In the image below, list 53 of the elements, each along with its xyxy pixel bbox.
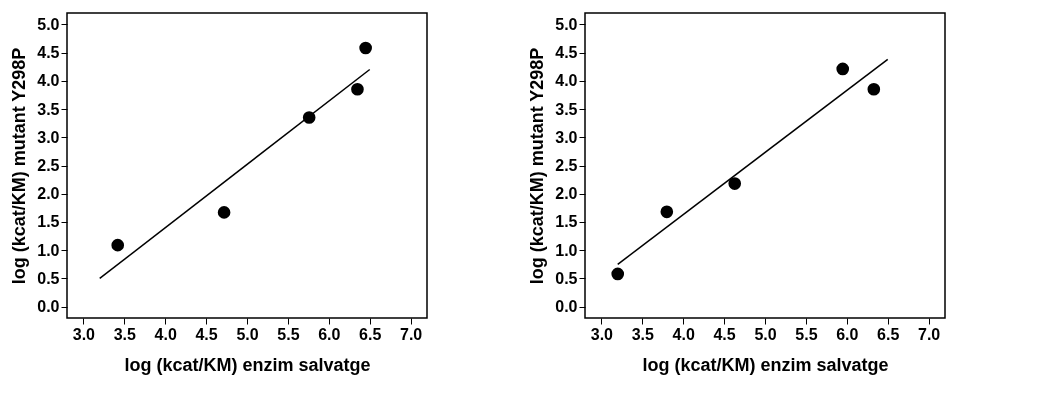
y-axis-title: log (kcat/KM) mutant Y298P bbox=[9, 47, 30, 285]
y-tick-label: 1.5 bbox=[37, 213, 60, 231]
y-tick-label: 3.0 bbox=[37, 128, 60, 146]
y-tick-label: 4.0 bbox=[37, 72, 60, 90]
x-tick-label: 5.0 bbox=[754, 325, 777, 343]
y-tick-label: 2.0 bbox=[37, 185, 60, 203]
y-tick-label: 2.5 bbox=[37, 157, 60, 174]
y-tick-label: 5.0 bbox=[555, 15, 578, 33]
x-tick-label: 3.0 bbox=[590, 325, 614, 343]
point bbox=[111, 238, 125, 252]
y-tick-label: 5.0 bbox=[37, 15, 60, 33]
y-tick-label: 3.5 bbox=[555, 100, 578, 118]
y-tick-label: 4.5 bbox=[555, 44, 578, 62]
point bbox=[359, 41, 372, 55]
x-tick-label: 4.5 bbox=[195, 325, 218, 343]
point bbox=[867, 82, 881, 96]
y-tick-label: 2.0 bbox=[555, 185, 578, 203]
x-tick-label: 7.0 bbox=[918, 325, 941, 343]
x-tick-label: 6.0 bbox=[836, 325, 859, 343]
point bbox=[611, 267, 625, 281]
x-tick-label: 6.5 bbox=[359, 325, 382, 343]
point bbox=[728, 177, 742, 190]
point bbox=[836, 62, 850, 76]
x-tick-label: 3.5 bbox=[631, 325, 654, 343]
y-tick-label: 1.0 bbox=[555, 241, 578, 259]
y-tick-label: 1.0 bbox=[37, 241, 60, 259]
x-tick-label: 3.5 bbox=[113, 325, 136, 343]
x-tick-label: 7.0 bbox=[400, 325, 423, 343]
x-tick-label: 5.5 bbox=[277, 325, 300, 343]
x-tick-label: 5.5 bbox=[795, 325, 818, 343]
point bbox=[351, 82, 364, 96]
y-tick-label: 3.5 bbox=[37, 100, 60, 118]
y-tick-label: 1.5 bbox=[555, 213, 578, 231]
x-tick-label: 4.5 bbox=[713, 325, 736, 343]
point bbox=[217, 206, 231, 219]
point bbox=[660, 205, 674, 219]
y-axis-title: log (kcat/KM) mutant Y298P bbox=[527, 47, 548, 285]
x-tick-label: 5.0 bbox=[236, 325, 259, 343]
y-tick-label: 0.0 bbox=[37, 298, 60, 316]
y-tick-label: 3.0 bbox=[555, 128, 578, 146]
x-tick-label: 4.0 bbox=[154, 325, 177, 343]
y-tick-label: 4.5 bbox=[37, 44, 60, 62]
x-tick-label: 6.0 bbox=[318, 325, 341, 343]
x-axis-title: log (kcat/KM) enzim salvatge bbox=[642, 354, 889, 375]
x-axis-title: log (kcat/KM) enzim salvatge bbox=[124, 354, 371, 375]
y-tick-label: 0.5 bbox=[555, 269, 578, 287]
y-tick-label: 0.0 bbox=[555, 298, 578, 316]
x-tick-label: 3.0 bbox=[72, 325, 96, 343]
y-tick-label: 0.5 bbox=[37, 269, 60, 287]
x-tick-label: 6.5 bbox=[877, 325, 900, 343]
y-tick-label: 2.5 bbox=[555, 157, 578, 174]
y-tick-label: 4.0 bbox=[555, 72, 578, 90]
x-tick-label: 4.0 bbox=[672, 325, 695, 343]
